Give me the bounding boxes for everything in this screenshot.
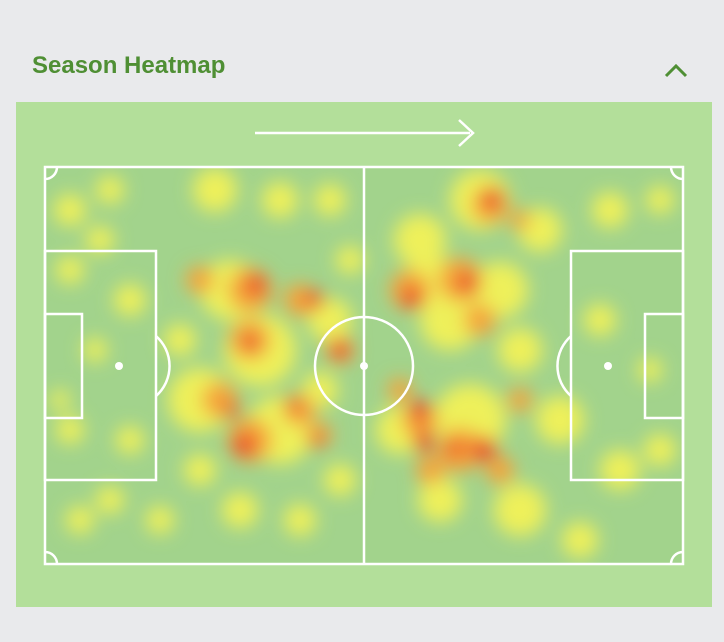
center-spot xyxy=(360,362,368,370)
heat-blob xyxy=(562,522,598,558)
heat-blob xyxy=(306,291,324,309)
heat-blob xyxy=(146,506,174,534)
goal-area-left xyxy=(43,312,84,420)
penalty-spot-left xyxy=(115,362,123,370)
heat-blob xyxy=(56,416,84,444)
heat-blob xyxy=(116,426,144,454)
penalty-arc-right xyxy=(556,335,572,397)
heat-blob xyxy=(414,432,434,452)
heat-blob xyxy=(164,324,196,356)
goal-area-right xyxy=(643,312,685,420)
heat-blob xyxy=(186,266,214,294)
heat-blob xyxy=(66,506,94,534)
heat-blob xyxy=(242,334,258,350)
heat-blob xyxy=(410,400,430,420)
heat-blob xyxy=(96,176,124,204)
heat-blob xyxy=(600,450,640,490)
heat-blob xyxy=(638,358,662,382)
heat-blob xyxy=(225,403,239,417)
heat-blob xyxy=(584,304,616,336)
heat-blob xyxy=(285,399,299,413)
heat-blob xyxy=(592,192,628,228)
heat-blob xyxy=(508,388,532,412)
heat-blob xyxy=(472,262,528,318)
heat-blob xyxy=(83,338,107,362)
collapse-toggle[interactable] xyxy=(664,63,688,78)
heat-blob xyxy=(284,284,316,316)
heat-blob xyxy=(472,437,496,461)
heat-blob xyxy=(86,226,114,254)
heat-blob xyxy=(644,434,676,466)
direction-arrow-head xyxy=(458,119,475,147)
center-circle xyxy=(313,315,415,417)
heat-blob xyxy=(418,478,462,522)
heat-blob xyxy=(314,184,346,216)
heat-blob xyxy=(222,492,258,528)
heat-blob xyxy=(331,341,349,359)
heat-blob xyxy=(54,194,86,226)
heat-blob xyxy=(486,456,514,484)
heat-blob xyxy=(498,328,542,372)
heat-blob xyxy=(114,284,146,316)
heat-blob xyxy=(402,288,422,308)
heat-blob xyxy=(646,186,674,214)
heat-blob xyxy=(262,182,298,218)
heat-blob xyxy=(464,304,496,336)
heat-blob xyxy=(336,246,364,274)
penalty-spot-right xyxy=(604,362,612,370)
heat-blob xyxy=(494,484,546,536)
heat-blob xyxy=(482,188,502,208)
heat-blob xyxy=(308,298,352,342)
corner-arcs xyxy=(44,166,684,565)
heat-blob xyxy=(233,434,255,456)
heat-blob xyxy=(184,454,216,486)
section-title: Season Heatmap xyxy=(32,52,226,79)
penalty-arc-left xyxy=(155,335,171,397)
heat-blob xyxy=(324,464,356,496)
heat-layer xyxy=(50,168,676,558)
heat-blob xyxy=(536,396,584,444)
pitch-spots xyxy=(115,362,612,370)
heat-blob xyxy=(388,378,412,402)
heat-blob xyxy=(447,440,463,456)
heat-blob xyxy=(246,275,266,295)
heat-blob xyxy=(510,210,530,230)
heat-blob xyxy=(308,433,322,447)
heat-blobs xyxy=(50,168,676,558)
heat-blob xyxy=(416,456,444,484)
heat-blob xyxy=(56,256,84,284)
heat-blob xyxy=(50,390,70,410)
heat-blob xyxy=(284,504,316,536)
heat-blob xyxy=(458,273,478,293)
heat-blob xyxy=(394,214,446,266)
heat-blob xyxy=(96,486,124,514)
heat-blob xyxy=(193,168,237,212)
